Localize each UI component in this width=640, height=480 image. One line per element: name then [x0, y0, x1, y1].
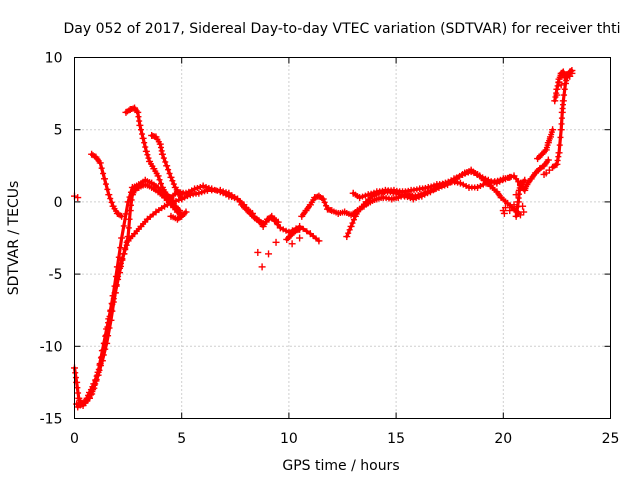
y-tick-label: -5 [49, 267, 63, 283]
series-2 [73, 181, 186, 410]
chart-title: Day 052 of 2017, Sidereal Day-to-day VTE… [64, 21, 621, 37]
y-tick-label: -15 [40, 412, 63, 428]
x-tick-label: 5 [177, 431, 186, 447]
plot-frame [74, 57, 611, 419]
grid [74, 57, 611, 419]
series-4 [88, 150, 126, 220]
x-axis-title: GPS time / hours [282, 458, 399, 474]
x-tick-label: 10 [280, 431, 298, 447]
x-tick-label: 20 [494, 431, 512, 447]
series-5 [122, 104, 184, 215]
y-tick-labels: 10 5 0 -5 -10 -15 [40, 51, 63, 428]
scattered-points [71, 69, 576, 271]
series-6 [148, 131, 186, 203]
x-tick-label: 0 [70, 431, 79, 447]
y-tick-label: 10 [45, 51, 63, 67]
y-tick-label: 5 [54, 123, 63, 139]
series-trace [90, 152, 124, 218]
y-axis-title: SDTVAR / TECUs [6, 181, 22, 296]
x-tick-label: 25 [602, 431, 620, 447]
series-7 [167, 208, 190, 223]
series-9 [283, 225, 304, 243]
axis-ticks [74, 57, 611, 419]
series-trace [76, 178, 255, 409]
y-tick-label: 0 [54, 195, 63, 211]
series-trace [345, 168, 520, 239]
x-tick-labels: 0 5 10 15 20 25 [70, 431, 619, 447]
series-trace [72, 188, 321, 406]
x-tick-label: 15 [387, 431, 405, 447]
series-14 [534, 126, 557, 163]
series-8 [238, 201, 282, 230]
y-tick-label: -10 [40, 339, 63, 355]
series-3 [74, 176, 256, 411]
series-1 [71, 186, 323, 408]
data-series [71, 66, 576, 411]
series-13 [512, 156, 552, 220]
